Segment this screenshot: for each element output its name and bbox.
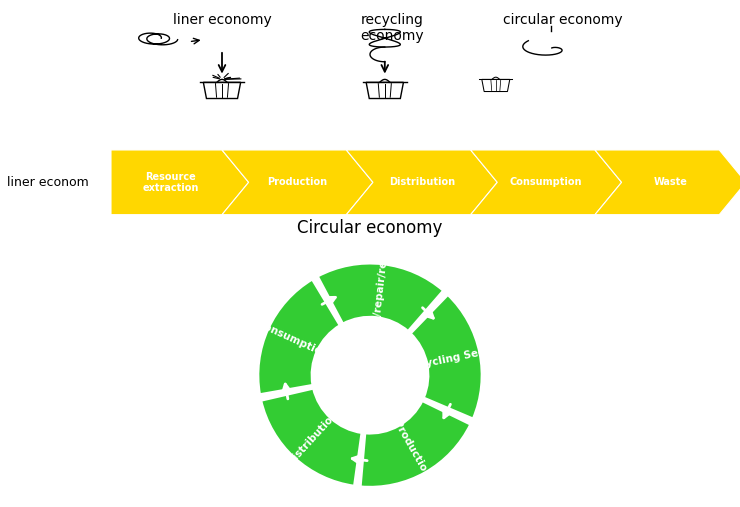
Text: liner econom: liner econom <box>7 176 89 189</box>
Text: Distribution: Distribution <box>285 409 340 467</box>
Text: Resource
extraction: Resource extraction <box>143 171 199 193</box>
Polygon shape <box>346 150 497 214</box>
Polygon shape <box>471 150 622 214</box>
Text: Production: Production <box>267 177 328 187</box>
Text: Consumption: Consumption <box>255 319 330 360</box>
Text: Circular economy: Circular economy <box>297 219 443 237</box>
Text: Reuse/repair/recycle: Reuse/repair/recycle <box>368 230 391 351</box>
Text: Distribution: Distribution <box>388 177 455 187</box>
Text: Production: Production <box>391 419 432 480</box>
Wedge shape <box>410 295 482 419</box>
Wedge shape <box>360 401 471 487</box>
Text: Waste: Waste <box>653 177 687 187</box>
Wedge shape <box>317 263 443 332</box>
Wedge shape <box>260 388 362 486</box>
Wedge shape <box>258 279 340 394</box>
Text: liner economy: liner economy <box>172 13 272 27</box>
Polygon shape <box>111 150 249 214</box>
Text: Consumption: Consumption <box>510 177 582 187</box>
Text: recycling
economy: recycling economy <box>360 13 424 44</box>
Text: circular economy: circular economy <box>502 13 622 27</box>
Text: Recycling Sector: Recycling Sector <box>404 344 502 373</box>
Polygon shape <box>222 150 373 214</box>
Polygon shape <box>595 150 740 214</box>
